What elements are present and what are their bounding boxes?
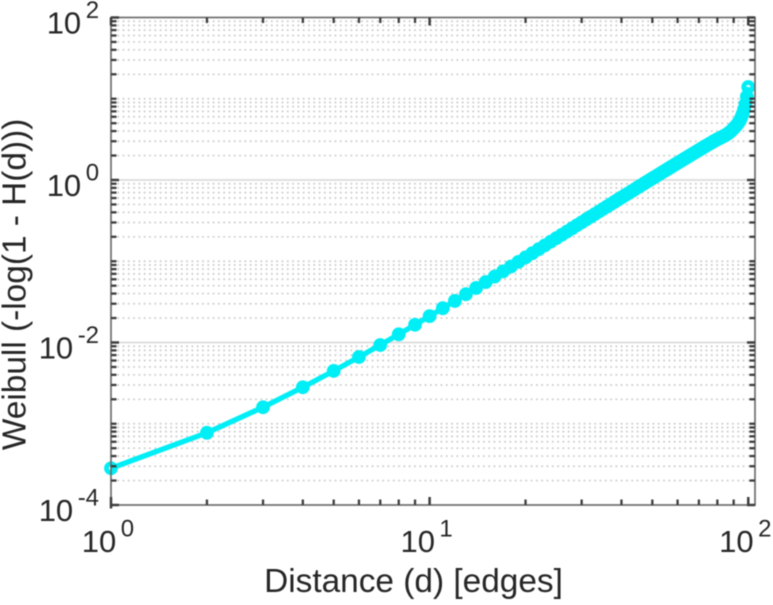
svg-text:0: 0 xyxy=(86,159,99,186)
svg-text:Weibull (-log(1 - H(d))): Weibull (-log(1 - H(d))) xyxy=(0,119,34,450)
svg-text:2: 2 xyxy=(86,0,99,24)
svg-text:2: 2 xyxy=(758,516,771,543)
svg-text:10: 10 xyxy=(401,524,435,559)
svg-text:0: 0 xyxy=(121,516,134,543)
svg-text:10: 10 xyxy=(719,524,753,559)
svg-text:10: 10 xyxy=(47,168,81,203)
svg-text:1: 1 xyxy=(439,516,452,543)
svg-text:-4: -4 xyxy=(78,484,99,511)
svg-text:10: 10 xyxy=(47,6,81,41)
svg-text:10: 10 xyxy=(82,524,116,559)
svg-text:-2: -2 xyxy=(78,322,99,349)
svg-text:Distance (d) [edges]: Distance (d) [edges] xyxy=(264,563,563,600)
svg-text:10: 10 xyxy=(39,493,73,528)
svg-text:10: 10 xyxy=(39,331,73,366)
